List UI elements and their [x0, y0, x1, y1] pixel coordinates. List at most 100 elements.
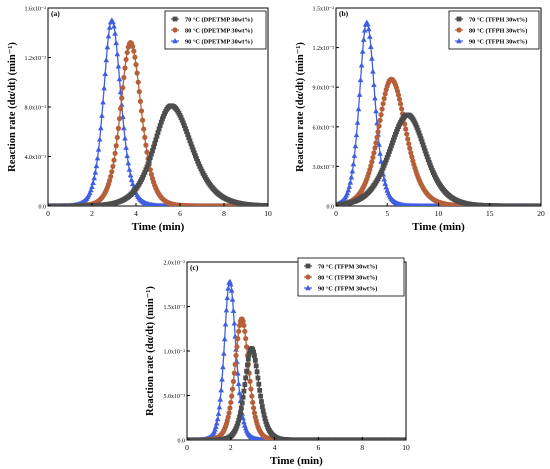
- data-point: [423, 151, 429, 157]
- data-point: [179, 117, 185, 123]
- series-line: [336, 21, 541, 206]
- data-point: [96, 136, 103, 142]
- data-point: [236, 417, 242, 423]
- data-point: [259, 399, 264, 404]
- data-point: [141, 126, 147, 132]
- data-point: [246, 352, 252, 357]
- y-tick-label: 6.0x10⁻³: [313, 125, 335, 131]
- data-point: [101, 85, 107, 91]
- data-point: [373, 140, 379, 146]
- data-point: [368, 163, 374, 169]
- data-point: [217, 396, 224, 402]
- data-point: [347, 179, 354, 185]
- x-tick-label: 8: [222, 209, 226, 218]
- x-tick-label: 10: [402, 443, 410, 452]
- data-point: [212, 426, 218, 432]
- data-point: [382, 160, 388, 166]
- data-point: [154, 133, 160, 139]
- data-point: [422, 148, 428, 154]
- data-point: [133, 62, 139, 68]
- data-point: [242, 328, 248, 334]
- data-point: [111, 157, 117, 163]
- x-tick-label: 4: [273, 443, 277, 452]
- data-point: [110, 163, 116, 169]
- data-point: [368, 43, 374, 49]
- data-point: [346, 183, 353, 189]
- data-point: [93, 162, 100, 169]
- data-point: [426, 160, 432, 165]
- x-tick-label: 10: [435, 209, 443, 218]
- data-point: [221, 336, 228, 342]
- y-tick-label: 9.0x10⁻³: [313, 86, 335, 92]
- x-axis-label: Time (min): [132, 221, 185, 233]
- data-point: [239, 400, 245, 406]
- y-axis-label: Reaction rate (dα/dt) (min⁻¹): [295, 42, 306, 172]
- legend-marker: [456, 16, 462, 22]
- data-point: [225, 285, 231, 291]
- data-point: [250, 399, 256, 406]
- data-point: [125, 160, 132, 166]
- legend: 70 °C (TFPH 30wt%) 80 °C (TFPH 30wt%) 90 °…: [448, 10, 540, 50]
- data-point: [220, 350, 227, 356]
- data-point: [178, 115, 184, 121]
- data-point: [235, 335, 241, 342]
- data-point: [115, 63, 122, 69]
- legend-label: 90 °C (TFPM 30wt%): [318, 285, 377, 292]
- data-point: [260, 408, 266, 414]
- data-point: [127, 172, 134, 178]
- y-tick-label: 1.2x10⁻²: [313, 46, 335, 52]
- data-point: [250, 347, 256, 352]
- data-point: [228, 281, 234, 287]
- series-layer: [48, 17, 268, 206]
- data-point: [94, 155, 101, 161]
- data-point: [408, 150, 414, 156]
- data-point: [91, 175, 97, 181]
- data-point: [235, 380, 242, 387]
- data-point: [245, 362, 250, 368]
- data-point: [113, 143, 119, 149]
- data-point: [150, 148, 155, 154]
- y-tick-label: 1.6x10⁻²: [25, 7, 47, 13]
- data-point: [380, 165, 386, 171]
- data-point: [116, 76, 123, 82]
- data-point: [262, 416, 268, 422]
- data-point: [234, 344, 240, 350]
- data-point: [407, 145, 413, 152]
- data-point: [361, 27, 368, 33]
- y-tick-label: 8.0x10⁻³: [25, 106, 47, 112]
- data-point: [350, 161, 357, 167]
- x-tick-label: 0: [334, 209, 338, 218]
- data-point: [151, 144, 156, 150]
- data-point: [349, 168, 356, 174]
- data-point: [124, 49, 130, 56]
- data-point: [115, 125, 121, 131]
- data-point: [248, 386, 254, 392]
- data-point: [253, 363, 259, 369]
- x-axis-label: Time (min): [270, 455, 323, 467]
- y-tick-label: 1.5x10⁻²: [164, 305, 186, 311]
- data-point: [157, 123, 163, 128]
- data-point: [238, 405, 244, 411]
- data-point: [371, 81, 377, 88]
- data-point: [404, 131, 410, 137]
- data-point: [149, 151, 154, 157]
- data-point: [135, 79, 141, 85]
- data-point: [413, 122, 419, 128]
- data-point: [364, 21, 371, 27]
- data-point: [406, 141, 412, 147]
- panel-label: (c): [190, 263, 199, 272]
- data-point: [88, 187, 94, 193]
- data-point: [109, 169, 115, 175]
- data-point: [414, 125, 420, 130]
- data-point: [184, 129, 189, 135]
- data-point: [420, 142, 426, 148]
- data-point: [213, 420, 220, 426]
- data-point: [258, 393, 263, 399]
- data-point: [427, 162, 433, 168]
- data-point: [252, 353, 257, 359]
- data-point: [195, 158, 200, 164]
- data-point: [145, 161, 151, 167]
- data-point: [141, 172, 147, 178]
- data-point: [120, 85, 126, 91]
- data-point: [142, 170, 148, 175]
